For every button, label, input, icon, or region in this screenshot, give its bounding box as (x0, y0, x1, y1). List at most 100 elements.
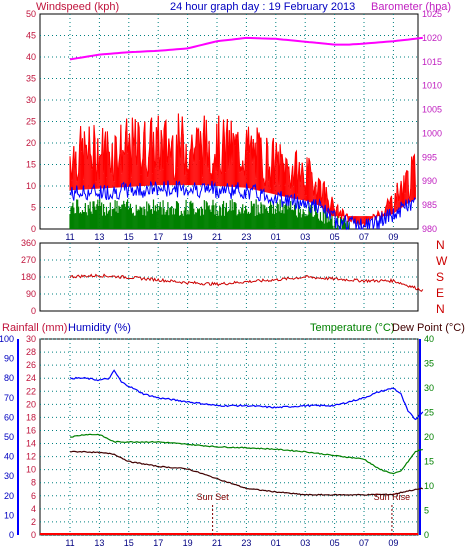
x-tick-label: 17 (153, 232, 163, 242)
direction-tick-label: 360 (21, 238, 36, 248)
temperature-panel (39, 338, 419, 536)
baro-tick-label: 1005 (422, 105, 442, 115)
baro-tick-label: 1000 (422, 128, 442, 138)
wind-tick-label: 35 (26, 74, 36, 84)
x-tick-label: 03 (300, 538, 310, 548)
wind-tick-label: 25 (26, 117, 36, 127)
rain-tick-label: 26 (26, 360, 36, 370)
x-tick-label: 17 (153, 538, 163, 548)
rain-tick-label: 6 (31, 491, 36, 501)
humidity-tick-label: 100 (0, 334, 14, 344)
direction-tick-label: 270 (21, 255, 36, 265)
baro-tick-label: 1025 (422, 9, 442, 19)
dewpoint-axis-label: Dew Point (°C) (392, 322, 465, 334)
baro-tick-label: 990 (422, 176, 437, 186)
temperature-tick-label: 30 (424, 383, 434, 393)
rain-tick-label: 28 (26, 347, 36, 357)
rain-tick-label: 22 (26, 386, 36, 396)
humidity-tick-label: 60 (4, 412, 14, 422)
x-tick-label: 21 (212, 232, 222, 242)
rainfall-axis-label: Rainfall (mm) (2, 322, 67, 334)
humidity-tick-label: 0 (9, 530, 14, 540)
temperature-tick-label: 5 (424, 506, 429, 516)
humidity-tick-label: 40 (4, 452, 14, 462)
gust-series-line (69, 113, 416, 228)
sun-event-label: Sun Rise (374, 492, 411, 502)
rain-tick-label: 24 (26, 373, 36, 383)
rain-tick-label: 8 (31, 478, 36, 488)
temperature-tick-label: 20 (424, 432, 434, 442)
x-tick-label: 13 (94, 232, 104, 242)
rain-tick-label: 30 (26, 334, 36, 344)
temperature-axis-label: Temperature (°C) (310, 322, 394, 334)
baro-tick-label: 1020 (422, 33, 442, 43)
humidity-series-line (69, 369, 424, 421)
x-tick-label: 09 (388, 232, 398, 242)
x-tick-label: 03 (300, 232, 310, 242)
temperature-tick-label: 10 (424, 481, 434, 491)
humidity-tick-label: 80 (4, 373, 14, 383)
humidity-tick-label: 10 (4, 510, 14, 520)
wind-tick-label: 5 (31, 203, 36, 213)
temperature-tick-label: 0 (424, 530, 429, 540)
x-tick-label: 19 (183, 232, 193, 242)
rain-tick-label: 16 (26, 425, 36, 435)
humidity-tick-label: 70 (4, 393, 14, 403)
temperature-tick-label: 40 (424, 334, 434, 344)
dewpoint-series-line (70, 450, 424, 496)
direction-tick-label: 0 (31, 306, 36, 316)
direction-series-line (69, 273, 424, 292)
barometer-axis-label: Barometer (hpa) (371, 1, 451, 13)
x-tick-label: 15 (124, 538, 134, 548)
baro-tick-label: 1010 (422, 81, 442, 91)
sun-event-label: Sun Set (197, 492, 230, 502)
windspeed-axis-label: Windspeed (kph) (36, 1, 119, 13)
x-tick-label: 13 (94, 538, 104, 548)
humidity-tick-label: 20 (4, 491, 14, 501)
wind-tick-label: 15 (26, 160, 36, 170)
baro-tick-label: 980 (422, 224, 437, 234)
chart-title: 24 hour graph day : 19 February 2013 (170, 1, 355, 13)
rain-tick-label: 12 (26, 452, 36, 462)
avg-wind-series-line (69, 180, 416, 231)
rain-tick-label: 14 (26, 439, 36, 449)
rain-tick-label: 20 (26, 399, 36, 409)
x-tick-label: 09 (388, 538, 398, 548)
x-tick-label: 21 (212, 538, 222, 548)
baro-tick-label: 995 (422, 152, 437, 162)
x-tick-label: 23 (241, 232, 251, 242)
x-tick-label: 05 (330, 538, 340, 548)
x-tick-label: 19 (183, 538, 193, 548)
wind-tick-label: 0 (31, 224, 36, 234)
wind-tick-label: 50 (26, 9, 36, 19)
humidity-axis-label: Humidity (%) (68, 322, 131, 334)
direction-tick-label: 90 (26, 289, 36, 299)
rain-tick-label: 2 (31, 517, 36, 527)
compass-label: E (436, 286, 444, 300)
humidity-tick-label: 90 (4, 354, 14, 364)
x-tick-label: 07 (359, 538, 369, 548)
x-tick-label: 01 (271, 232, 281, 242)
wind-tick-label: 10 (26, 181, 36, 191)
rain-tick-label: 18 (26, 412, 36, 422)
direction-tick-label: 180 (21, 272, 36, 282)
x-tick-label: 07 (359, 232, 369, 242)
compass-label: S (436, 270, 444, 284)
x-tick-label: 15 (124, 232, 134, 242)
temperature-series-line (69, 433, 423, 475)
baro-tick-label: 985 (422, 200, 437, 210)
rain-tick-label: 10 (26, 465, 36, 475)
x-tick-label: 11 (65, 538, 74, 548)
barometer-series-line (69, 36, 423, 61)
humidity-tick-label: 30 (4, 471, 14, 481)
temperature-tick-label: 15 (424, 457, 434, 467)
x-tick-label: 01 (271, 538, 281, 548)
x-tick-label: 11 (65, 232, 74, 242)
wind-tick-label: 45 (26, 31, 36, 41)
wind-tick-label: 40 (26, 52, 36, 62)
x-tick-label: 23 (241, 538, 251, 548)
wind-tick-label: 20 (26, 138, 36, 148)
compass-label: N (436, 302, 445, 316)
temperature-tick-label: 35 (424, 359, 434, 369)
